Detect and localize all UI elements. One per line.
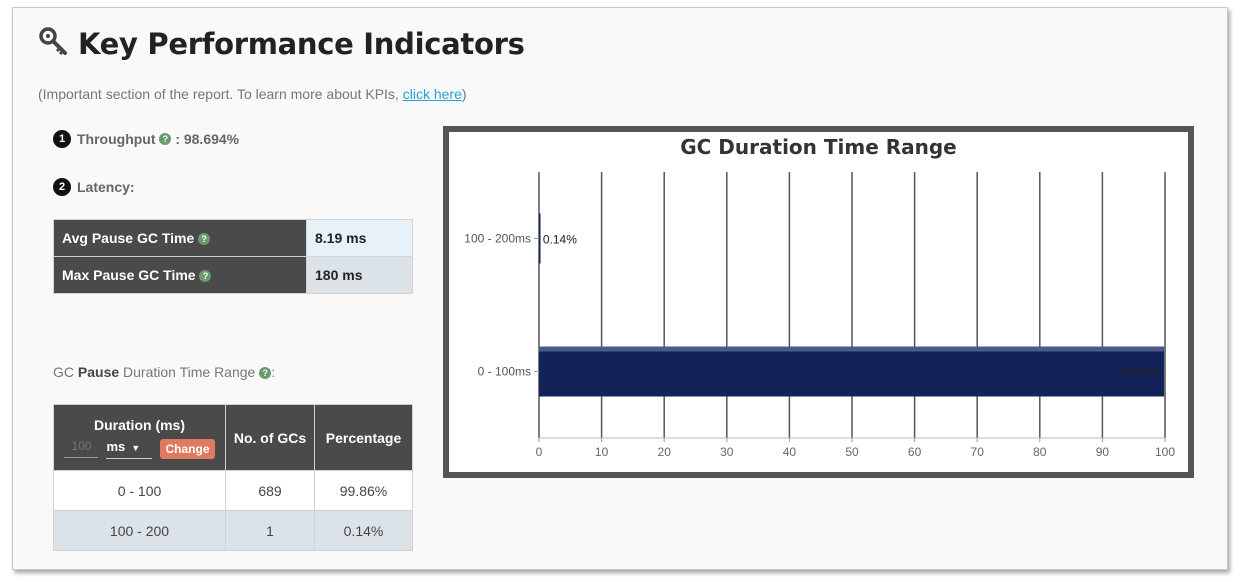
page-title: Key Performance Indicators [78, 26, 525, 61]
page-subtitle: (Important section of the report. To lea… [38, 86, 467, 102]
max-pause-label-cell: Max Pause GC Time ? [53, 256, 307, 294]
y-category-label: 100 - 200ms [464, 232, 531, 246]
table-header-row: Duration (ms) ms ▼ Change No. of GCs Perc… [53, 404, 413, 471]
gc-duration-chart: GC Duration Time Range 0 10 20 30 40 50 60 70 80 9… [443, 126, 1194, 478]
latency-table: Avg Pause GC Time ? 8.19 ms Max Pause GC… [53, 219, 413, 294]
latency-row: 2 Latency: [53, 178, 135, 196]
subtitle-text: (Important section of the report. To lea… [38, 86, 403, 102]
page-header: Key Performance Indicators [38, 26, 525, 61]
percentage-cell: 0.14% [314, 510, 413, 551]
help-icon[interactable]: ? [259, 367, 272, 380]
help-icon[interactable]: ? [199, 270, 212, 283]
x-tick-label: 90 [1096, 445, 1110, 459]
help-icon[interactable]: ? [198, 233, 211, 246]
table-row: 0 - 100 689 99.86% [53, 470, 413, 511]
change-button[interactable]: Change [160, 438, 215, 459]
pause-range-suffix: Duration Time Range [119, 364, 256, 380]
chart-title: GC Duration Time Range [680, 135, 957, 159]
kpi-help-link[interactable]: click here [402, 86, 462, 102]
pause-range-prefix: GC [53, 364, 78, 380]
range-cell: 0 - 100 [53, 470, 226, 511]
unit-select[interactable]: ms ▼ [106, 438, 153, 459]
number-2-icon: 2 [53, 178, 71, 196]
subtitle-close: ) [461, 86, 467, 102]
duration-input[interactable] [64, 439, 99, 458]
x-tick-label: 80 [1033, 445, 1047, 459]
range-cell: 100 - 200 [53, 510, 226, 551]
count-cell: 1 [225, 510, 315, 551]
x-tick-label: 100 [1155, 445, 1175, 459]
throughput-label: Throughput [77, 131, 156, 147]
x-tick-label: 60 [908, 445, 922, 459]
pause-range-bold: Pause [77, 364, 120, 380]
x-tick-label: 40 [783, 445, 797, 459]
data-label: 99.86% [1121, 366, 1162, 380]
help-icon[interactable]: ? [159, 133, 172, 145]
chevron-down-icon: ▼ [131, 442, 141, 453]
chart-bar [539, 346, 1165, 397]
pause-range-colon: : [271, 364, 276, 380]
latency-label: Latency: [77, 179, 135, 195]
y-category-label: 0 - 100ms [478, 365, 531, 379]
table-row: Avg Pause GC Time ? 8.19 ms [53, 219, 413, 257]
data-label: 0.14% [543, 233, 577, 247]
x-tick-label: 0 [536, 445, 543, 459]
table-row: 100 - 200 1 0.14% [53, 510, 413, 551]
table-row: Max Pause GC Time ? 180 ms [53, 256, 413, 294]
x-tick-label: 30 [720, 445, 734, 459]
x-tick-label: 20 [658, 445, 672, 459]
percentage-header: Percentage [314, 404, 413, 471]
pause-range-heading: GC Pause Duration Time Range ?: [53, 364, 275, 380]
throughput-value: : 98.694% [175, 131, 240, 147]
chart-canvas: GC Duration Time Range 0 10 20 30 40 50 60 70 80 9… [464, 135, 1175, 459]
duration-controls: ms ▼ Change [58, 438, 221, 459]
throughput-row: 1 Throughput ? : 98.694% [53, 130, 239, 148]
avg-pause-value: 8.19 ms [306, 219, 413, 257]
duration-header: Duration (ms) ms ▼ Change [53, 404, 226, 471]
count-cell: 689 [225, 470, 315, 511]
max-pause-value: 180 ms [306, 256, 413, 294]
pause-range-table: Duration (ms) ms ▼ Change No. of GCs Perc… [53, 404, 413, 551]
percentage-cell: 99.86% [314, 470, 413, 511]
number-1-icon: 1 [53, 130, 71, 148]
chart-bar-highlight [539, 346, 1165, 352]
x-tick-label: 50 [845, 445, 859, 459]
max-pause-label: Max Pause GC Time [62, 267, 196, 283]
duration-header-label: Duration (ms) [94, 416, 185, 433]
x-tick-label: 70 [971, 445, 985, 459]
gc-count-header: No. of GCs [225, 404, 315, 471]
avg-pause-label: Avg Pause GC Time [62, 230, 195, 246]
x-tick-label: 10 [595, 445, 609, 459]
chart-bar [539, 213, 541, 264]
avg-pause-label-cell: Avg Pause GC Time ? [53, 219, 307, 257]
unit-select-value: ms [106, 438, 126, 454]
key-icon [38, 26, 68, 61]
